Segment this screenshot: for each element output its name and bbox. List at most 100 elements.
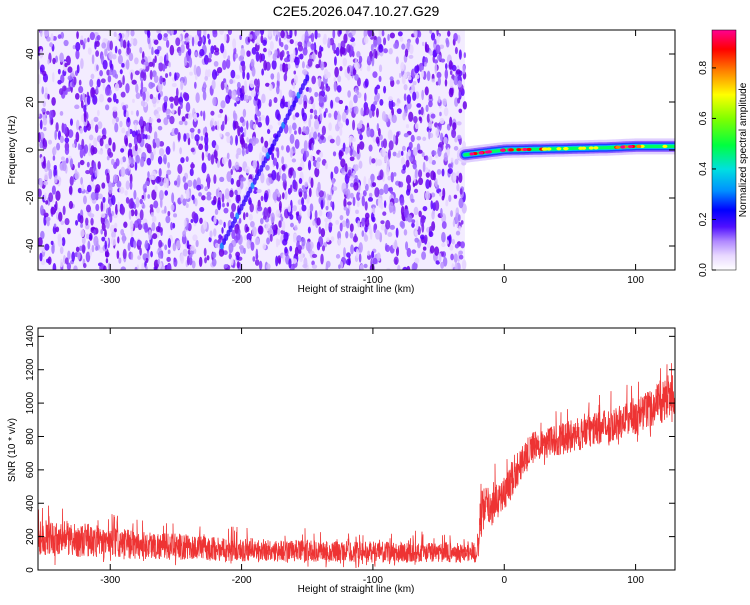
- noise-cell: [293, 48, 296, 59]
- noise-cell: [390, 79, 395, 87]
- noise-cell: [345, 258, 351, 266]
- noise-cell: [46, 36, 51, 42]
- noise-cell: [217, 200, 222, 211]
- noise-cell: [134, 161, 138, 171]
- noise-cell: [400, 61, 405, 72]
- noise-cell: [275, 109, 280, 120]
- noise-cell: [112, 141, 116, 152]
- noise-cell: [269, 41, 274, 51]
- noise-cell: [148, 61, 154, 67]
- noise-cell: [90, 119, 94, 129]
- noise-cell: [378, 64, 383, 73]
- noise-cell: [393, 134, 396, 145]
- snr-xtick-label: 100: [627, 575, 644, 586]
- noise-cell: [62, 205, 66, 216]
- noise-cell: [43, 215, 47, 226]
- noise-cell: [80, 94, 83, 103]
- noise-cell: [47, 256, 52, 265]
- noise-cell: [358, 160, 363, 169]
- noise-cell: [198, 143, 204, 151]
- noise-cell: [60, 220, 65, 226]
- noise-cell: [359, 264, 364, 270]
- noise-cell: [177, 131, 181, 141]
- noise-cell: [414, 168, 418, 180]
- noise-cell: [203, 54, 209, 65]
- noise-cell: [224, 82, 228, 88]
- noise-cell: [430, 113, 436, 119]
- noise-cell: [144, 180, 150, 186]
- noise-cell: [339, 222, 343, 232]
- noise-cell: [371, 158, 376, 164]
- noise-cell: [99, 70, 103, 77]
- noise-cell: [424, 191, 431, 200]
- noise-cell: [108, 137, 112, 146]
- noise-cell: [156, 106, 162, 112]
- noise-cell: [180, 157, 185, 164]
- noise-cell: [345, 208, 350, 217]
- noise-cell: [262, 243, 267, 250]
- noise-cell: [420, 106, 424, 116]
- noise-cell: [180, 43, 185, 54]
- noise-cell: [294, 181, 298, 191]
- noise-cell: [95, 85, 99, 95]
- noise-cell: [275, 209, 281, 218]
- noise-cell: [118, 257, 122, 264]
- noise-cell: [255, 51, 260, 62]
- noise-cell: [383, 85, 387, 94]
- noise-cell: [289, 133, 295, 145]
- noise-cell: [350, 244, 354, 255]
- noise-cell: [313, 131, 318, 140]
- noise-cell: [143, 64, 146, 70]
- noise-cell: [453, 75, 459, 86]
- noise-cell: [236, 194, 241, 202]
- noise-cell: [352, 170, 355, 179]
- noise-cell: [220, 100, 226, 109]
- noise-cell: [414, 237, 419, 243]
- noise-cell: [439, 44, 445, 50]
- noise-cell: [245, 94, 249, 103]
- noise-cell: [421, 251, 427, 260]
- noise-cell: [412, 91, 417, 102]
- noise-cell: [352, 150, 357, 158]
- noise-cell: [228, 242, 234, 254]
- noise-cell: [137, 240, 142, 246]
- noise-cell: [249, 203, 254, 213]
- noise-cell: [171, 82, 177, 88]
- noise-cell: [402, 266, 408, 270]
- noise-cell: [419, 234, 425, 240]
- noise-cell: [48, 168, 53, 180]
- noise-cell: [231, 203, 237, 212]
- noise-cell: [59, 246, 64, 255]
- noise-cell: [401, 145, 406, 152]
- noise-cell: [247, 95, 252, 101]
- noise-cell: [182, 175, 187, 183]
- noise-cell: [445, 199, 449, 207]
- noise-cell: [346, 252, 351, 258]
- noise-cell: [304, 30, 309, 42]
- noise-cell: [268, 206, 272, 214]
- snr-xtick-label: -300: [100, 575, 120, 586]
- noise-cell: [52, 57, 56, 65]
- noise-cell: [326, 237, 330, 243]
- noise-cell: [281, 173, 287, 182]
- noise-cell: [150, 251, 153, 258]
- noise-cell: [76, 119, 80, 131]
- noise-cell: [459, 188, 463, 195]
- noise-cell: [139, 116, 144, 127]
- noise-cell: [43, 139, 48, 148]
- noise-cell: [199, 217, 203, 224]
- noise-cell: [460, 241, 465, 249]
- noise-cell: [90, 145, 95, 156]
- noise-cell: [331, 177, 335, 185]
- noise-cell: [307, 58, 313, 68]
- noise-cell: [122, 75, 125, 86]
- noise-cell: [166, 256, 171, 262]
- noise-cell: [356, 200, 360, 208]
- noise-cell: [71, 143, 76, 148]
- noise-cell: [382, 211, 387, 216]
- noise-cell: [414, 74, 420, 79]
- snr-xtick-label: -200: [232, 575, 252, 586]
- noise-cell: [293, 70, 297, 75]
- noise-cell: [204, 142, 209, 153]
- noise-cell: [446, 235, 452, 241]
